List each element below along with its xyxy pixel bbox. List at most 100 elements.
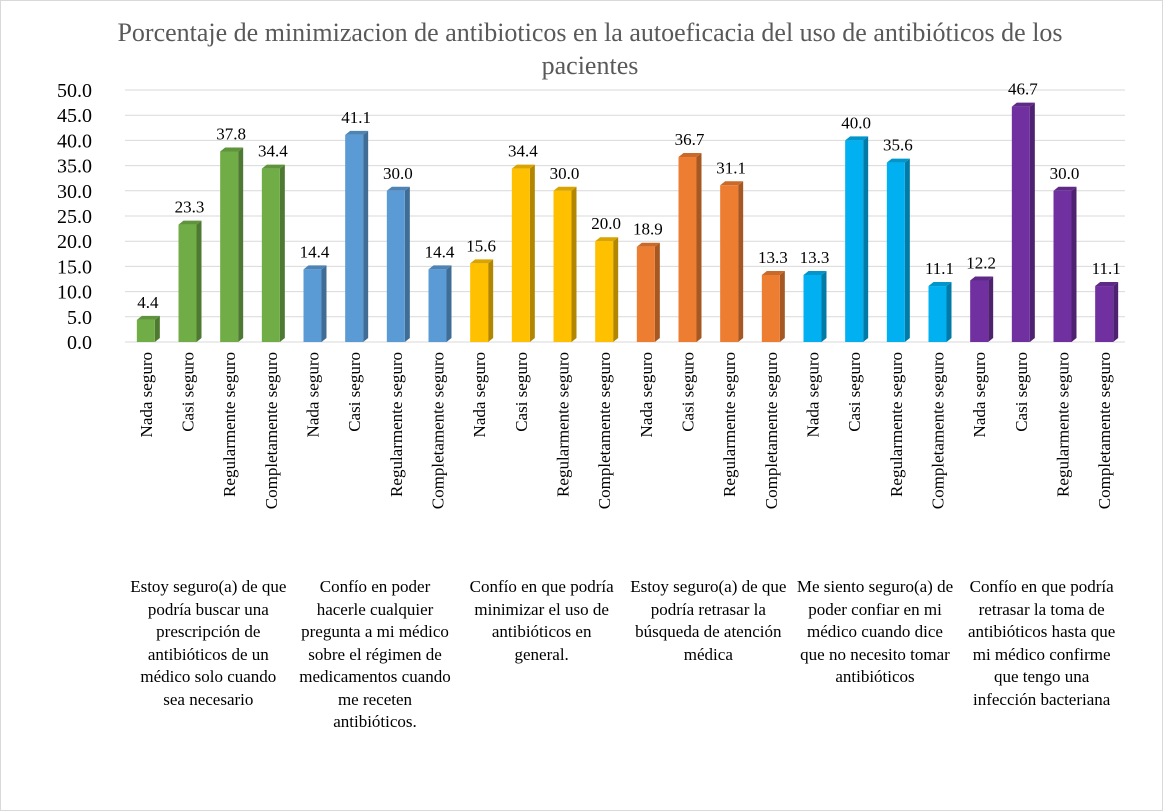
x-tick-label: Completamente seguro [1095, 352, 1114, 509]
data-label: 37.8 [216, 124, 246, 143]
x-tick-label: Regularmente seguro [1054, 352, 1073, 497]
data-label: 15.6 [466, 236, 496, 255]
bar-side [154, 315, 160, 342]
y-tick-label: 15.0 [57, 256, 92, 278]
data-label: 40.0 [841, 113, 871, 132]
x-tick-label: Completamente seguro [429, 352, 448, 509]
y-tick-label: 20.0 [57, 231, 92, 253]
x-tick-label: Regularmente seguro [554, 352, 573, 497]
bar-side [654, 242, 660, 342]
bar-front [761, 274, 780, 342]
data-label: 20.0 [591, 214, 621, 233]
bar-top [303, 265, 327, 270]
y-tick-label: 35.0 [57, 156, 92, 178]
bar [553, 186, 577, 342]
bar-front [136, 319, 155, 342]
bar-top [553, 186, 577, 191]
data-label: 41.1 [341, 108, 371, 127]
data-label: 46.7 [1008, 80, 1038, 99]
bar-side [238, 147, 244, 342]
bar-side [1071, 186, 1077, 342]
group-label: Estoy seguro(a) de que podría buscar una… [130, 577, 287, 709]
bar-side [488, 259, 494, 342]
bar [970, 276, 994, 342]
bar-front [1053, 190, 1072, 342]
bar-top [803, 270, 827, 275]
data-label: 12.2 [966, 254, 996, 273]
bar-top [720, 181, 744, 186]
data-label: 30.0 [550, 164, 580, 183]
bar-top [970, 276, 994, 281]
bar [261, 164, 285, 342]
bar-side [1113, 282, 1119, 342]
x-tick-label: Completamente seguro [595, 352, 614, 509]
x-tick-label: Nada seguro [637, 352, 656, 437]
y-tick-label: 25.0 [57, 206, 92, 228]
bar-front [303, 269, 322, 342]
data-label: 31.1 [716, 158, 746, 177]
bar-top [595, 237, 619, 242]
x-tick-label: Nada seguro [804, 352, 823, 437]
bar-top [1053, 186, 1077, 191]
bar-side [904, 158, 910, 342]
bar-front [511, 168, 530, 342]
data-label: 4.4 [137, 293, 159, 312]
bar-front [386, 190, 405, 342]
bar-front [595, 241, 614, 342]
data-label: 13.3 [758, 248, 788, 267]
bar-front [720, 185, 739, 342]
bar [803, 270, 827, 342]
bar-front [428, 269, 447, 342]
x-tick-label: Casi seguro [845, 352, 864, 432]
bar-top [178, 220, 202, 225]
bar-top [845, 136, 869, 141]
bar-front [678, 157, 697, 342]
group-label: Confío en que podría retrasar la toma de… [968, 577, 1116, 709]
data-label: 11.1 [925, 259, 954, 278]
x-tick-label: Casi seguro [679, 352, 698, 432]
bar [303, 265, 327, 342]
bar-side [738, 181, 744, 342]
bar-side [863, 136, 869, 342]
bar [220, 147, 244, 342]
bar [595, 237, 619, 342]
x-tick-label: Regularmente seguro [387, 352, 406, 497]
x-tick-label: Casi seguro [345, 352, 364, 432]
bar-side [1029, 102, 1035, 342]
bar-top [1095, 282, 1119, 287]
bar-top [886, 158, 910, 163]
bar-top [220, 147, 244, 152]
data-label: 11.1 [1092, 259, 1121, 278]
bar [1053, 186, 1077, 342]
bar-top [428, 265, 452, 270]
data-label: 35.6 [883, 136, 913, 155]
bar-top [761, 270, 785, 275]
data-label: 14.4 [425, 242, 455, 261]
bar [720, 181, 744, 342]
bar-side [279, 164, 285, 342]
bar [886, 158, 910, 342]
y-tick-label: 0.0 [67, 332, 92, 354]
x-tick-label: Casi seguro [512, 352, 531, 432]
chart-title: Porcentaje de minimizacion de antibiotic… [117, 18, 1063, 80]
bar-side [446, 265, 452, 342]
bar-side [363, 130, 369, 342]
x-tick-label: Casi seguro [1012, 352, 1031, 432]
bar [761, 270, 785, 342]
bar-side [988, 276, 994, 342]
data-label: 18.9 [633, 220, 663, 239]
data-label: 30.0 [1050, 164, 1080, 183]
bar-side [404, 186, 410, 342]
group-label: Me siento seguro(a) de poder confiar en … [796, 577, 954, 686]
group-label: Estoy seguro(a) de que podría retrasar l… [630, 577, 787, 664]
bar [470, 259, 494, 342]
bar [845, 136, 869, 342]
bar-front [928, 286, 947, 342]
bar-front [636, 246, 655, 342]
bar-front [1095, 286, 1114, 342]
bar-top [261, 164, 285, 169]
bar-top [136, 315, 160, 320]
y-tick-label: 50.0 [57, 80, 92, 102]
bar [1095, 282, 1119, 342]
